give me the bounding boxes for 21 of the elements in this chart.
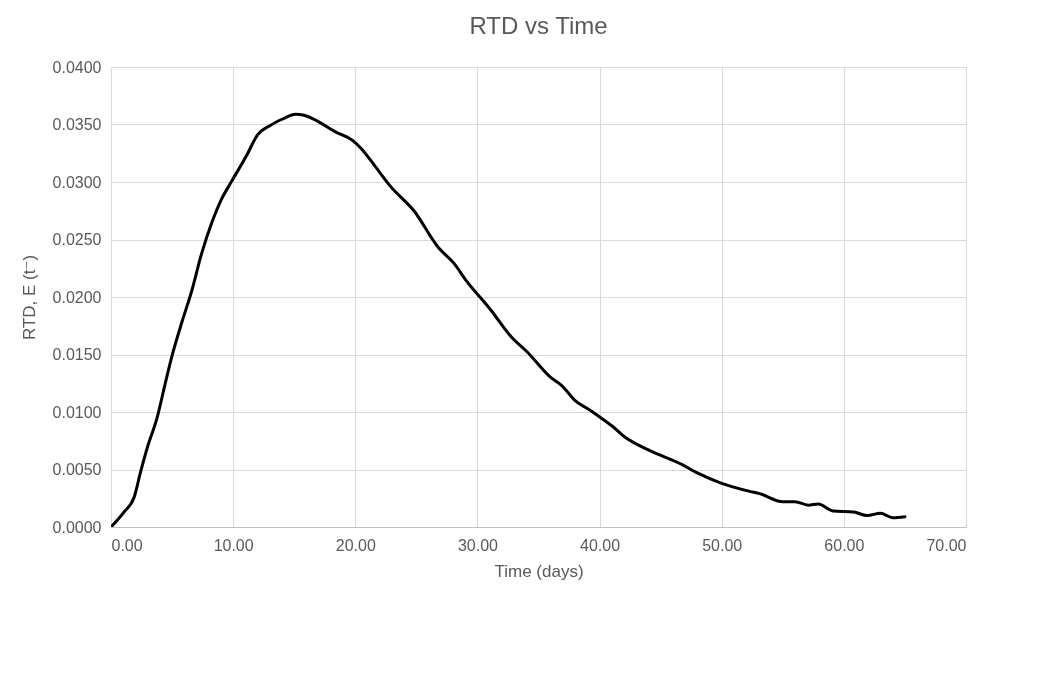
y-tick-label: 0.0400	[52, 58, 102, 76]
x-tick-label: 70.00	[926, 536, 967, 554]
x-tick-label: 0.00	[111, 536, 143, 554]
line-series	[111, 112, 907, 527]
y-tick-label: 0.0200	[52, 288, 102, 306]
x-tick-label: 50.00	[702, 536, 743, 554]
y-tick-label: 0.0050	[52, 461, 102, 478]
y-axis-title: RTD, E (t⁻)	[19, 254, 39, 341]
x-axis-title: Time (days)	[494, 561, 584, 581]
x-tick-label: 30.00	[457, 536, 499, 554]
chart-title: RTD vs Time	[469, 12, 608, 39]
x-tick-label: 20.00	[335, 536, 376, 554]
y-tick-label: 0.0300	[52, 173, 102, 191]
y-tick-label: 0.0250	[52, 231, 102, 248]
x-tick-label: 60.00	[824, 536, 865, 554]
y-tick-label: 0.0150	[52, 346, 102, 363]
x-tick-label: 40.00	[580, 536, 621, 554]
y-tick-label: 0.0350	[52, 116, 102, 133]
y-tick-label: 0.0100	[52, 403, 102, 421]
y-tick-label: 0.0000	[52, 518, 102, 536]
x-tick-label: 10.00	[213, 536, 254, 554]
